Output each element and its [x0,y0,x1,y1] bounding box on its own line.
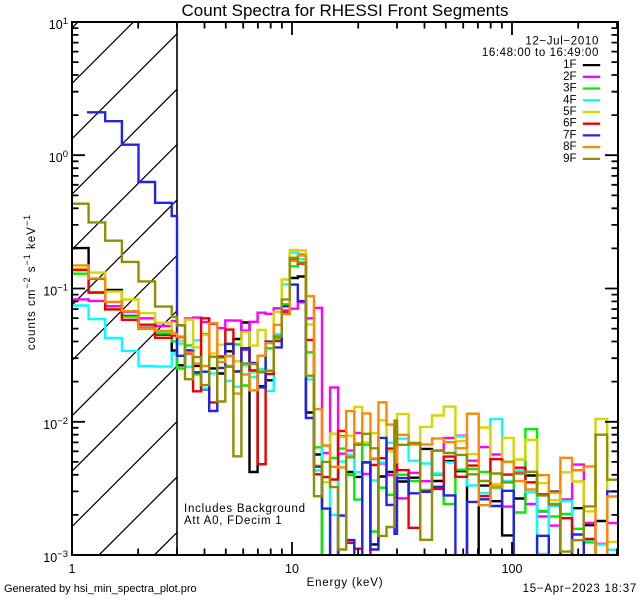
svg-text:16:48:00 to 16:49:00: 16:48:00 to 16:49:00 [482,47,599,59]
svg-text:Energy (keV): Energy (keV) [307,577,384,589]
svg-text:9F: 9F [563,153,576,165]
svg-text:10: 10 [285,562,299,576]
svg-text:4F: 4F [563,94,576,106]
svg-text:1F: 1F [563,59,576,71]
svg-text:7F: 7F [563,129,576,141]
svg-text:Generated by hsi_min_spectra_p: Generated by hsi_min_spectra_plot.pro [4,583,197,595]
svg-text:12−Jul−2010: 12−Jul−2010 [525,36,599,48]
svg-text:6F: 6F [563,118,576,130]
svg-text:Att A0, FDecim 1: Att A0, FDecim 1 [184,515,282,527]
svg-text:2F: 2F [563,71,576,83]
svg-text:Includes Background: Includes Background [184,503,306,515]
svg-text:Count Spectra for RHESSI Front: Count Spectra for RHESSI Front Segments [182,1,509,20]
svg-text:3F: 3F [563,83,576,95]
svg-text:100: 100 [502,562,523,576]
svg-text:counts cm−2 s−1 keV−1: counts cm−2 s−1 keV−1 [22,214,38,350]
svg-text:8F: 8F [563,141,576,153]
svg-text:15−Apr−2023 18:37: 15−Apr−2023 18:37 [523,583,637,595]
svg-text:5F: 5F [563,106,576,118]
svg-text:1: 1 [69,562,76,576]
